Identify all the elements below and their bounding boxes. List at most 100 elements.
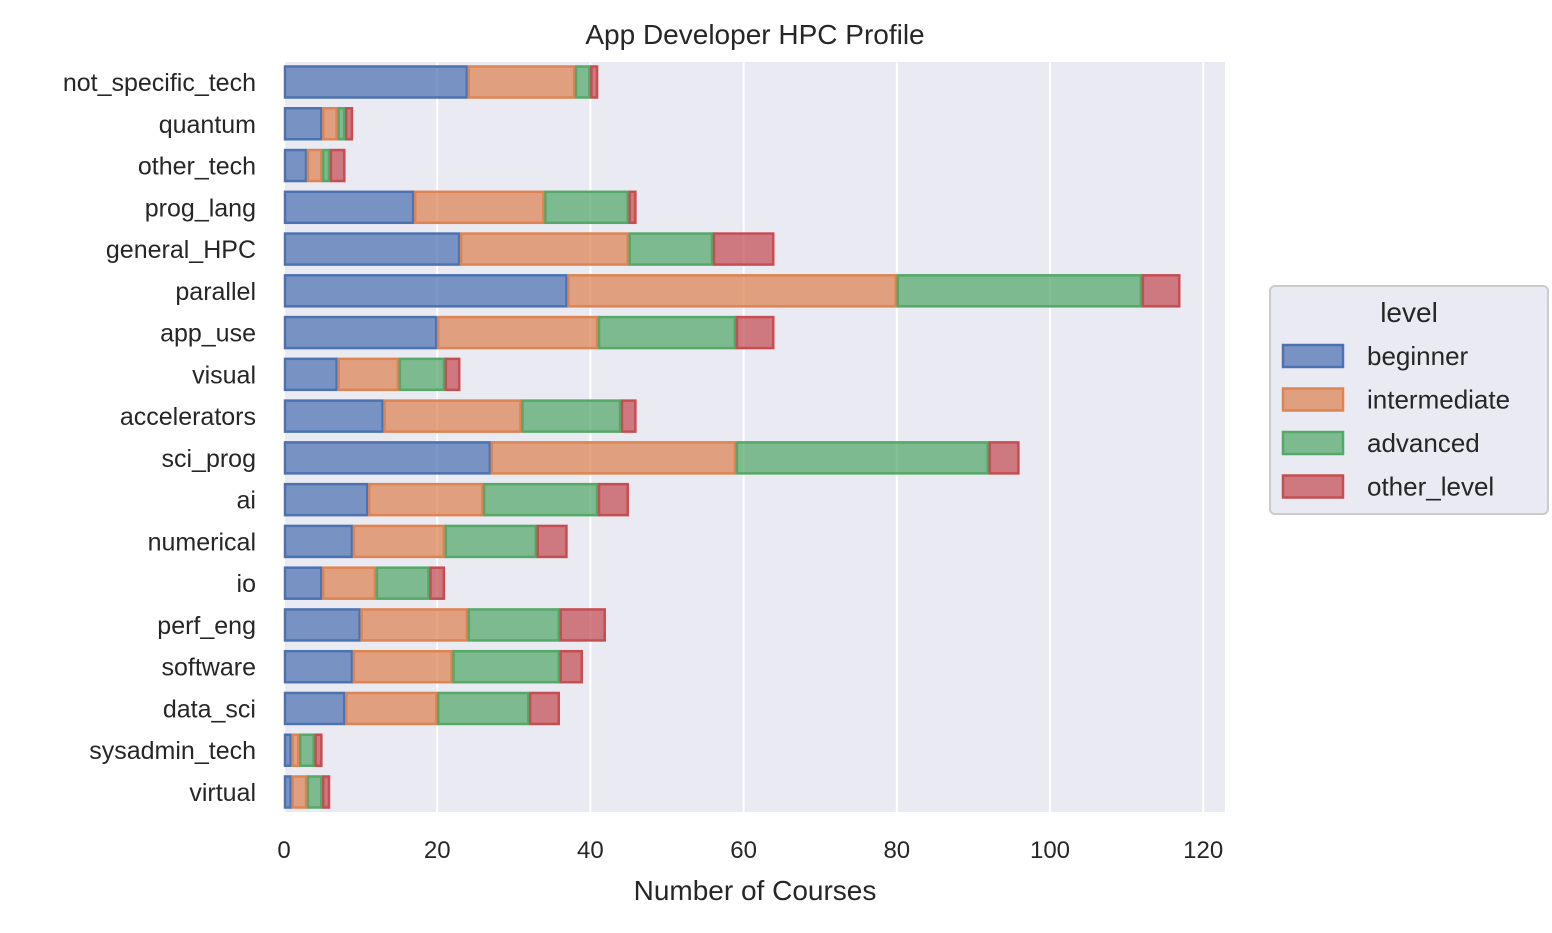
bar-intermediate-not_specific_tech bbox=[467, 65, 576, 99]
bar-beginner-other_tech bbox=[283, 148, 308, 183]
y-tick-label: other_tech bbox=[138, 153, 256, 181]
bar-beginner-parallel bbox=[283, 274, 568, 308]
bar-advanced-perf_eng bbox=[467, 608, 561, 642]
bar-beginner-numerical bbox=[283, 524, 354, 559]
x-axis-label: Number of Courses bbox=[634, 875, 877, 906]
bar-other_level-data_sci bbox=[528, 691, 561, 726]
bar-advanced-sysadmin_tech bbox=[299, 733, 315, 767]
bar-other_level-virtual bbox=[322, 775, 331, 809]
bar-advanced-not_specific_tech bbox=[574, 65, 591, 99]
bar-intermediate-other_tech bbox=[306, 148, 323, 183]
y-tick-label: software bbox=[162, 654, 256, 682]
bar-advanced-parallel bbox=[896, 274, 1143, 308]
bar-advanced-software bbox=[452, 649, 561, 684]
bar-beginner-sysadmin_tech bbox=[283, 733, 292, 767]
legend-box bbox=[1269, 285, 1549, 515]
bar-other_level-other_tech bbox=[329, 148, 346, 183]
legend-swatch-other_level bbox=[1281, 474, 1345, 499]
bar-intermediate-parallel bbox=[567, 274, 898, 308]
bar-beginner-software bbox=[283, 649, 354, 684]
bar-beginner-perf_eng bbox=[283, 608, 361, 642]
bar-beginner-sci_prog bbox=[283, 441, 492, 475]
bar-beginner-prog_lang bbox=[283, 190, 415, 225]
bar-beginner-visual bbox=[283, 357, 338, 392]
legend-swatch-intermediate bbox=[1281, 387, 1345, 412]
bar-intermediate-visual bbox=[337, 357, 400, 392]
bar-intermediate-virtual bbox=[291, 775, 308, 809]
bar-intermediate-numerical bbox=[352, 524, 446, 559]
bar-intermediate-sci_prog bbox=[490, 441, 737, 475]
chart-title: App Developer HPC Profile bbox=[585, 19, 924, 50]
y-tick-label: ai bbox=[237, 487, 256, 515]
x-tick-label: 120 bbox=[1183, 837, 1223, 864]
bar-intermediate-data_sci bbox=[345, 691, 438, 726]
bar-intermediate-prog_lang bbox=[413, 190, 545, 225]
bar-beginner-app_use bbox=[283, 315, 438, 350]
bar-other_level-app_use bbox=[735, 315, 775, 350]
y-tick-label: perf_eng bbox=[157, 612, 256, 640]
y-tick-label: prog_lang bbox=[145, 194, 256, 222]
legend-label-advanced: advanced bbox=[1367, 428, 1480, 458]
bar-advanced-accelerators bbox=[521, 399, 622, 433]
bar-intermediate-io bbox=[322, 566, 377, 600]
bar-intermediate-accelerators bbox=[383, 399, 522, 433]
bar-advanced-visual bbox=[398, 357, 446, 392]
y-tick-label: general_HPC bbox=[106, 236, 256, 264]
legend-label-intermediate: intermediate bbox=[1367, 385, 1510, 415]
y-tick-label: numerical bbox=[148, 528, 256, 556]
bar-other_level-prog_lang bbox=[628, 190, 637, 225]
bar-other_level-numerical bbox=[536, 524, 568, 559]
bar-advanced-quantum bbox=[337, 107, 346, 141]
bar-other_level-not_specific_tech bbox=[590, 65, 599, 99]
bar-beginner-not_specific_tech bbox=[283, 65, 469, 99]
legend-label-beginner: beginner bbox=[1367, 341, 1469, 371]
bar-beginner-general_HPC bbox=[283, 232, 461, 266]
bar-other_level-sysadmin_tech bbox=[314, 733, 323, 767]
bar-other_level-quantum bbox=[345, 107, 354, 141]
bar-intermediate-app_use bbox=[436, 315, 599, 350]
legend-label-other_level: other_level bbox=[1367, 472, 1494, 502]
y-tick-label: parallel bbox=[175, 278, 256, 306]
x-tick-labels: 0 20 40 60 80 100 120 bbox=[277, 837, 1223, 864]
legend-title: level bbox=[1380, 297, 1438, 328]
bar-advanced-data_sci bbox=[436, 691, 530, 726]
y-tick-label: not_specific_tech bbox=[63, 69, 256, 97]
bar-other_level-general_HPC bbox=[712, 232, 775, 266]
bar-intermediate-ai bbox=[368, 482, 484, 517]
bar-intermediate-perf_eng bbox=[360, 608, 469, 642]
x-tick-label: 20 bbox=[424, 837, 451, 864]
bar-advanced-virtual bbox=[306, 775, 323, 809]
bar-advanced-other_tech bbox=[322, 148, 331, 183]
bar-advanced-app_use bbox=[597, 315, 737, 350]
bar-other_level-ai bbox=[597, 482, 629, 517]
y-tick-label: virtual bbox=[189, 779, 256, 807]
plot-background bbox=[285, 62, 1225, 812]
bar-beginner-data_sci bbox=[283, 691, 346, 726]
x-tick-label: 80 bbox=[883, 837, 910, 864]
x-tick-label: 0 bbox=[277, 837, 290, 864]
legend-swatch-beginner bbox=[1281, 343, 1345, 369]
bar-intermediate-sysadmin_tech bbox=[291, 733, 300, 767]
y-tick-label: quantum bbox=[159, 111, 256, 139]
y-tick-label: io bbox=[237, 570, 256, 598]
x-tick-label: 40 bbox=[577, 837, 604, 864]
y-tick-label: accelerators bbox=[120, 403, 256, 431]
bar-other_level-io bbox=[429, 566, 446, 600]
bar-beginner-accelerators bbox=[283, 399, 384, 433]
legend: level beginner intermediate advanced other_… bbox=[1269, 285, 1549, 515]
bar-other_level-software bbox=[559, 649, 583, 684]
bar-advanced-io bbox=[375, 566, 430, 600]
x-tick-label: 60 bbox=[730, 837, 757, 864]
legend-swatch-advanced bbox=[1281, 430, 1345, 456]
x-tick-label: 100 bbox=[1030, 837, 1070, 864]
bar-beginner-quantum bbox=[283, 107, 323, 141]
bar-beginner-virtual bbox=[283, 775, 292, 809]
y-tick-label: visual bbox=[192, 361, 256, 389]
bar-other_level-sci_prog bbox=[988, 441, 1020, 475]
bar-advanced-numerical bbox=[444, 524, 538, 559]
bar-advanced-prog_lang bbox=[544, 190, 629, 225]
y-tick-label: sysadmin_tech bbox=[89, 737, 256, 765]
y-tick-label: sci_prog bbox=[162, 445, 257, 473]
